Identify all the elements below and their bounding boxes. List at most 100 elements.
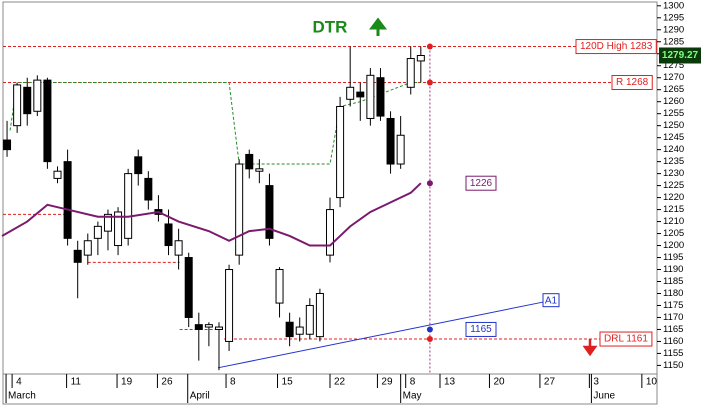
candle-body [33, 79, 42, 112]
moving-average [1, 182, 422, 247]
marker-box [465, 175, 497, 191]
candle-body [73, 249, 82, 263]
y-tick-label: 1230 [663, 168, 684, 179]
y-tick-label: 1215 [663, 204, 684, 215]
candle-body [83, 240, 92, 256]
last-price-box [659, 47, 701, 64]
candle-body [356, 91, 365, 98]
y-tick-label: 1255 [663, 108, 684, 119]
candle-body [275, 269, 284, 304]
up-arrow [369, 17, 387, 36]
candle-body [255, 168, 264, 172]
candle-body [184, 257, 193, 318]
month-label: May [403, 391, 422, 402]
candle-body [386, 117, 395, 165]
candle-body [406, 58, 415, 88]
candle-body [366, 74, 375, 119]
marker-label: 1226 [470, 178, 493, 189]
candle-body [265, 185, 274, 239]
level-box [575, 39, 657, 55]
x-tick-label: 10 [646, 377, 658, 388]
month-label: March [8, 391, 36, 402]
y-tick-label: 1165 [663, 324, 683, 335]
candle-body [134, 156, 143, 175]
candle-body [285, 321, 294, 338]
y-tick-label: 1170 [663, 312, 683, 323]
x-tick-label: 4 [16, 377, 22, 388]
candle-body [295, 326, 304, 335]
down-arrow [582, 339, 598, 357]
y-tick-label: 1200 [663, 240, 684, 251]
level-marker [426, 336, 433, 343]
candle-body [124, 173, 133, 239]
y-tick-label: 1185 [663, 276, 683, 287]
marker-box [465, 321, 497, 337]
y-tick-label: 1270 [663, 72, 684, 83]
y-tick-label: 1210 [663, 216, 684, 227]
candle-body [144, 177, 153, 201]
candle-body [53, 170, 62, 179]
candle-body [416, 54, 425, 62]
y-tick-label: 1245 [663, 132, 684, 143]
value-marker [426, 180, 433, 187]
candle-body [235, 163, 244, 256]
level-label: 120D High 1283 [580, 41, 653, 52]
candle-body [13, 84, 22, 127]
level-marker [426, 79, 433, 86]
x-tick-label: 15 [282, 377, 294, 388]
y-tick-label: 1235 [663, 156, 684, 167]
trendline [217, 300, 551, 369]
candle-body [315, 292, 324, 338]
candle-body [93, 225, 102, 239]
level-marker [426, 43, 433, 50]
y-tick-label: 1275 [663, 60, 684, 71]
y-tick-label: 1250 [663, 120, 684, 131]
y-tick-label: 1155 [663, 348, 683, 359]
y-tick-label: 1225 [663, 180, 684, 191]
y-tick-label: 1295 [663, 12, 684, 23]
trendline-box [542, 293, 560, 308]
x-tick-label: 3 [593, 377, 599, 388]
chart-title: DTR [313, 17, 348, 36]
level-box [599, 331, 653, 347]
candle-body [164, 223, 173, 247]
y-tick-label: 1300 [663, 0, 684, 11]
y-tick-label: 1240 [663, 144, 684, 155]
candle-body [174, 240, 183, 256]
candle-body [63, 161, 72, 239]
candle-body [43, 79, 52, 163]
level-label: DRL 1161 [604, 334, 648, 345]
x-tick-label: 8 [410, 377, 416, 388]
level-box [611, 75, 653, 91]
candle-body [23, 86, 32, 115]
y-tick-label: 1205 [663, 228, 684, 239]
trendline-label: A1 [545, 295, 558, 306]
candle-body [245, 153, 254, 170]
x-tick-label: 11 [71, 377, 82, 388]
candle-body [204, 324, 213, 328]
value-marker [426, 326, 433, 333]
x-tick-label: 20 [493, 377, 505, 388]
candle-body [376, 77, 385, 117]
level-label: R 1268 [616, 77, 649, 88]
y-tick-label: 1290 [663, 24, 684, 35]
month-label: June [593, 391, 615, 402]
y-tick-label: 1265 [663, 84, 684, 95]
x-tick-label: 27 [544, 377, 556, 388]
y-tick-label: 1190 [663, 264, 683, 275]
candle-body [3, 139, 12, 151]
month-label: April [190, 391, 210, 402]
plot-frame [2, 1, 658, 375]
y-tick-label: 1175 [663, 300, 683, 311]
candle-body [305, 304, 314, 335]
candle-body [326, 209, 334, 256]
last-price: 1279.27 [662, 50, 699, 61]
x-tick-label: 19 [121, 377, 133, 388]
candle-body [114, 211, 123, 247]
candle-body [396, 134, 405, 165]
candle-body [336, 105, 345, 199]
y-tick-label: 1195 [663, 252, 683, 263]
x-tick-label: 8 [230, 377, 236, 388]
y-tick-label: 1160 [663, 336, 683, 347]
